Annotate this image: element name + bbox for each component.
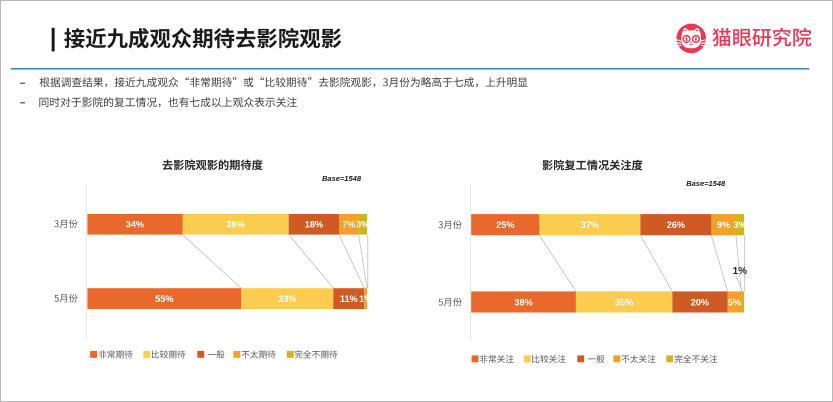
svg-text:1%: 1% (359, 294, 372, 304)
svg-text:38%: 38% (226, 220, 244, 230)
svg-text:3%: 3% (356, 220, 369, 230)
svg-text:25%: 25% (496, 220, 514, 230)
svg-text:7%: 7% (342, 220, 355, 230)
svg-text:38%: 38% (514, 297, 532, 307)
svg-text:9%: 9% (717, 220, 730, 230)
svg-text:Base=1548: Base=1548 (686, 179, 726, 188)
svg-text:1%: 1% (733, 266, 748, 277)
svg-text:35%: 35% (615, 297, 633, 307)
svg-text:34%: 34% (126, 220, 144, 230)
svg-text:11%: 11% (340, 294, 358, 304)
svg-text:37%: 37% (581, 220, 599, 230)
svg-text:5%: 5% (728, 297, 741, 307)
svg-text:55%: 55% (155, 294, 173, 304)
svg-text:18%: 18% (305, 220, 323, 230)
svg-text:Base=1548: Base=1548 (322, 174, 362, 183)
svg-text:33%: 33% (278, 294, 296, 304)
svg-text:26%: 26% (667, 220, 685, 230)
svg-text:20%: 20% (691, 297, 709, 307)
svg-text:3%: 3% (733, 220, 746, 230)
